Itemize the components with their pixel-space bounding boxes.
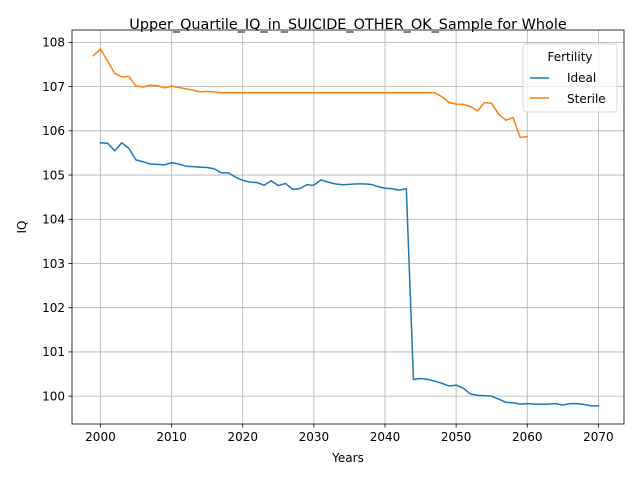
y-tick-label: 103 [42,257,65,271]
series-line-sterile [92,48,529,139]
legend-label-ideal: Ideal [567,71,596,85]
x-tick-label: 2020 [227,430,258,444]
axis-ticks: 2000 2010 2020 2030 2040 2050 2060 2070 100 101 10… [42,36,614,444]
y-tick-label: 105 [42,168,65,182]
y-tick-label: 102 [42,301,65,315]
x-tick-label: 2070 [583,430,614,444]
plot-frame [71,29,625,425]
x-tick-label: 2000 [85,430,116,444]
x-tick-label: 2030 [299,430,330,444]
legend-label-sterile: Sterile [567,92,606,106]
y-tick-label: 107 [42,80,65,94]
y-tick-label: 100 [42,389,65,403]
x-tick-label: 2060 [512,430,543,444]
chart-title: Upper_Quartile_IQ_in_SUICIDE_OTHER_OK_Sa… [129,17,567,33]
series-lines [92,48,600,407]
y-tick-label: 106 [42,124,65,138]
x-axis-label: Years [331,451,364,465]
legend-box [522,43,618,113]
legend: Fertility Ideal Sterile [522,43,618,113]
y-tick-label: 101 [42,345,65,359]
y-tick-label: 104 [42,213,65,227]
x-tick-label: 2010 [156,430,187,444]
y-axis-label: IQ [15,221,29,234]
x-tick-label: 2050 [441,430,472,444]
x-tick-label: 2040 [370,430,401,444]
legend-title: Fertility [547,50,592,64]
y-tick-label: 108 [42,36,65,50]
series-line-ideal [99,141,600,407]
